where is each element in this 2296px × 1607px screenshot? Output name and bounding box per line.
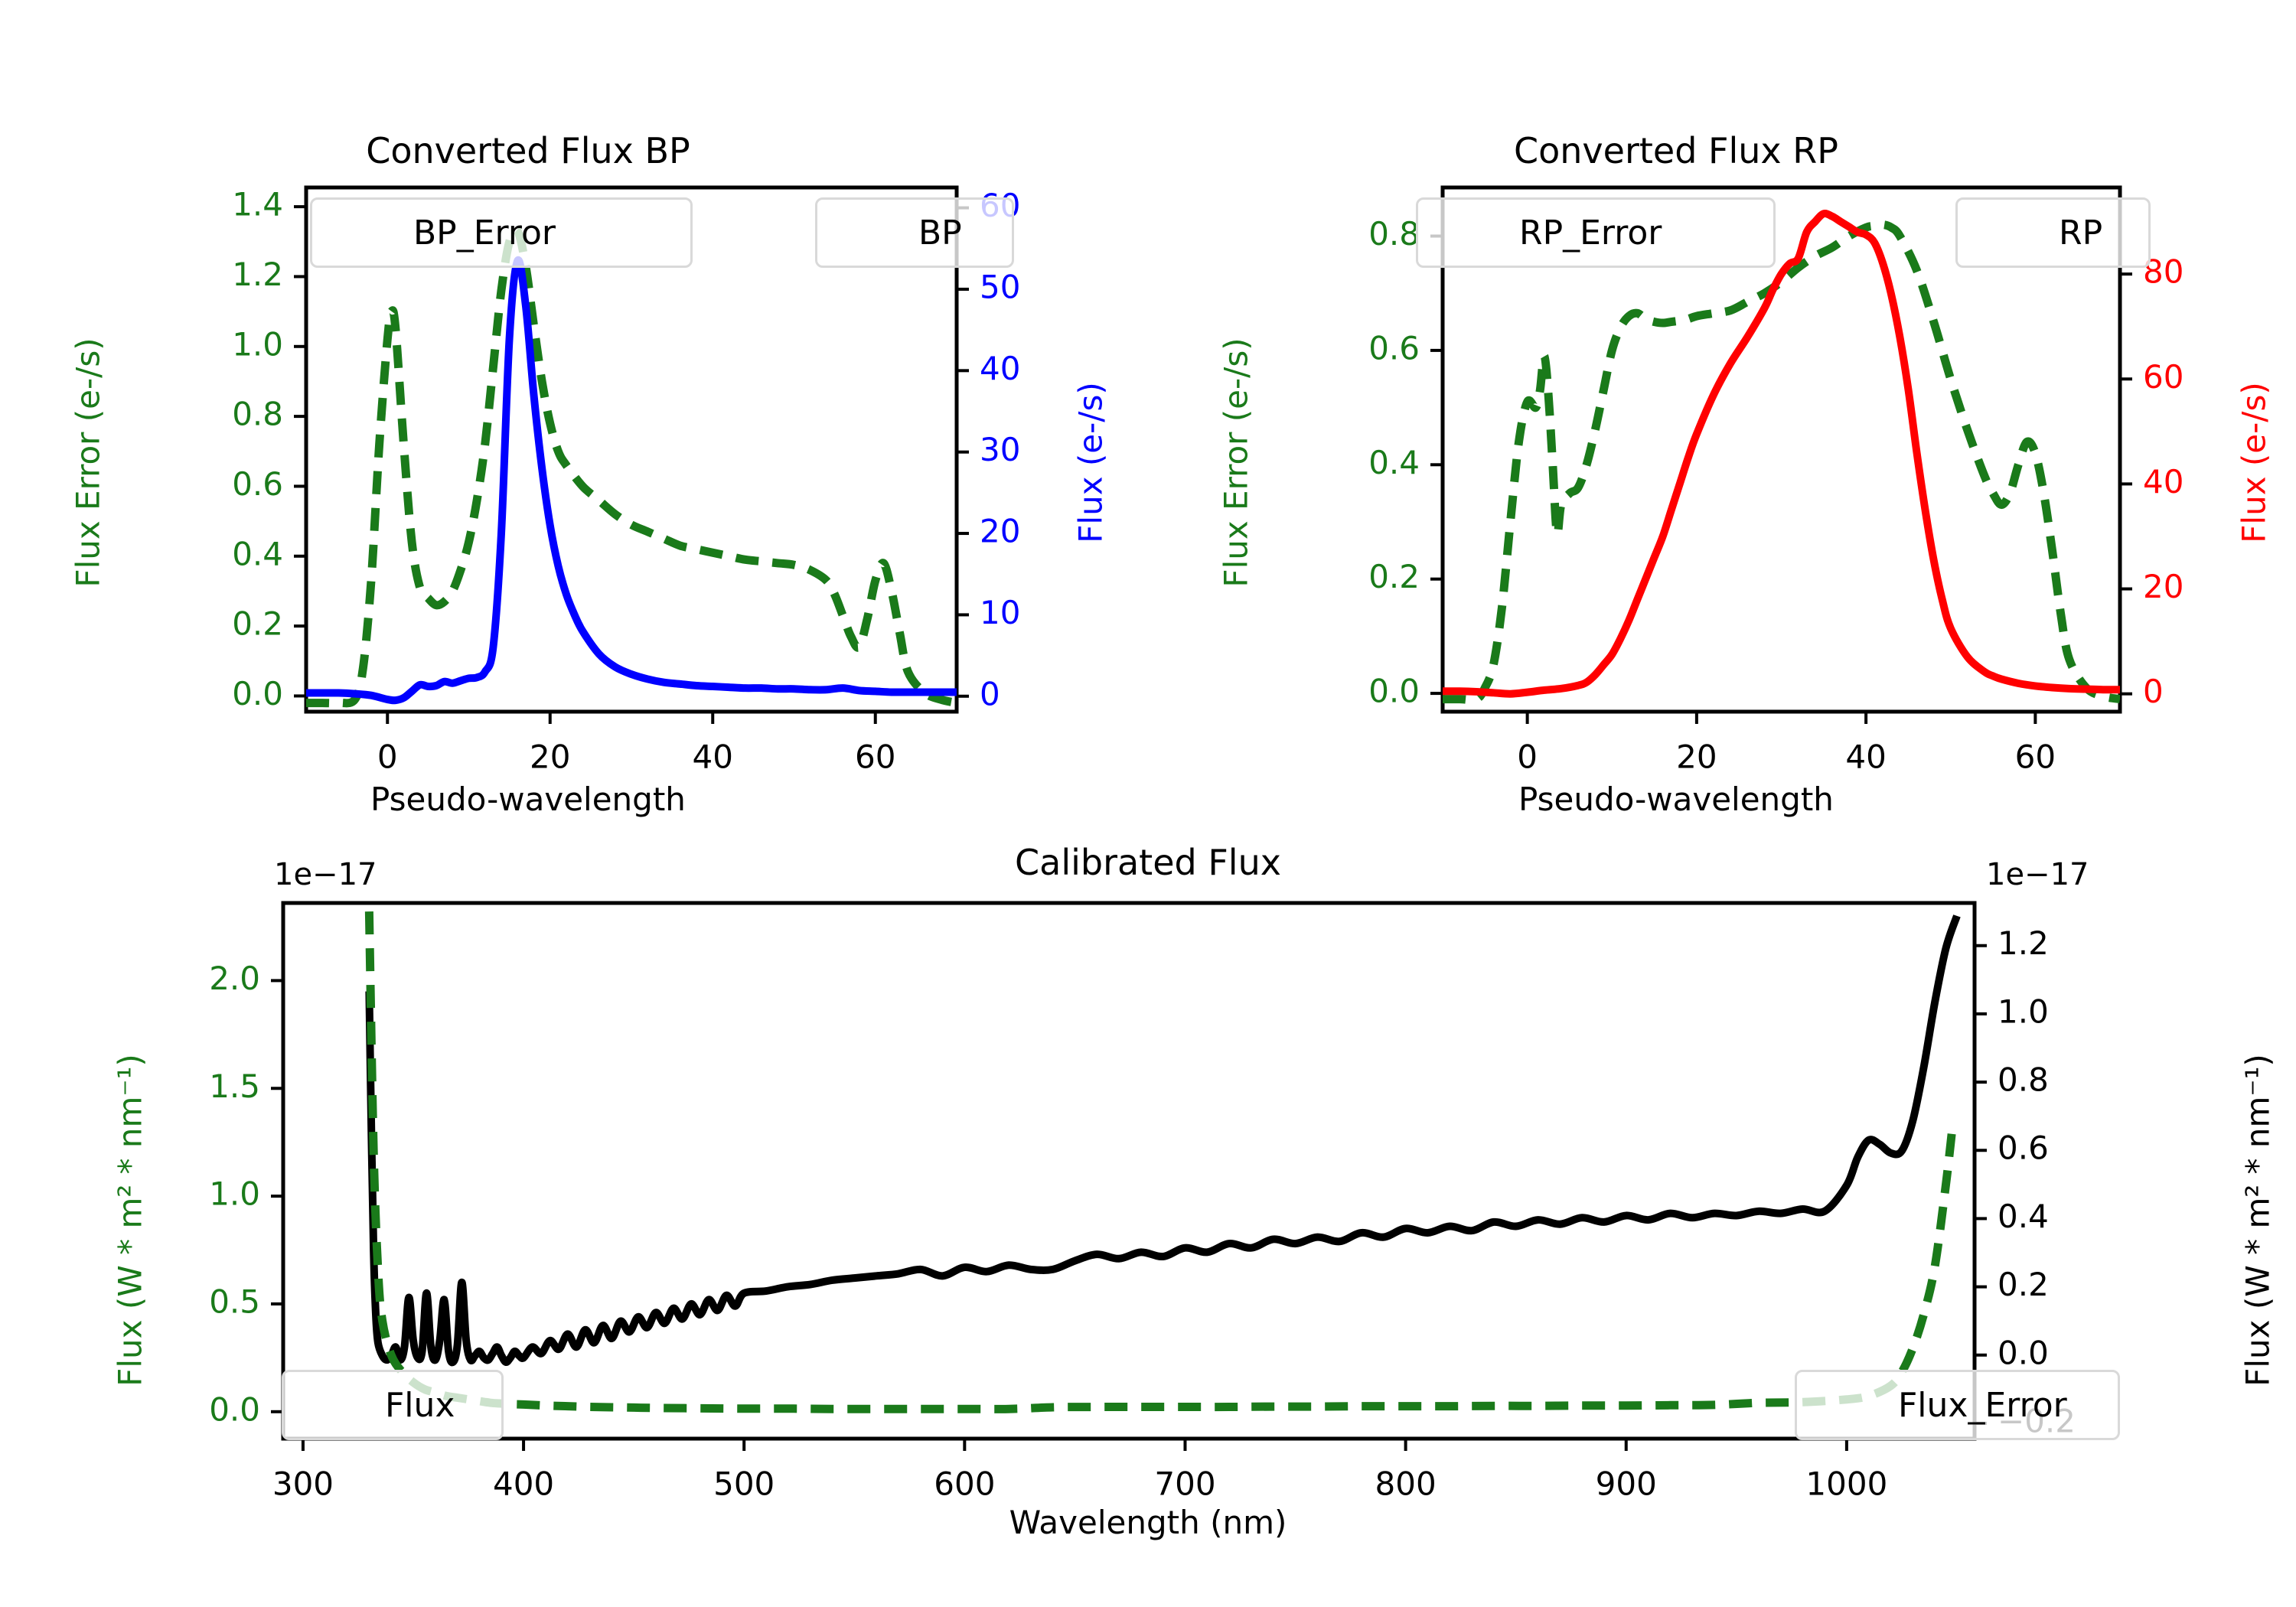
axis-tick-label: 0 <box>377 738 398 776</box>
axis-tick-label: 1000 <box>1805 1465 1887 1503</box>
axis-tick-label: 0.2 <box>232 605 283 643</box>
rp-legend-error-label: RP_Error <box>1519 213 1662 253</box>
axis-tick-label: 60 <box>2015 738 2056 776</box>
axis-tick-label: 0.4 <box>1368 444 1420 481</box>
axis-tick-label: 0.0 <box>1368 673 1420 710</box>
axis-tick-label: 60 <box>855 738 895 776</box>
calibrated-plot-area: 300 400 500 600 700 800 900 1000 0.0 0.5 1.0 1.5 2.0… <box>209 901 2076 1503</box>
rp-legend-rp[interactable]: RP <box>1955 197 2151 268</box>
bp-title: Converted Flux BP <box>366 130 690 171</box>
axis-tick-label: 1.0 <box>1998 993 2049 1030</box>
axis-tick-label: 0.6 <box>1368 329 1420 367</box>
panel-calibrated-flux: Calibrated Flux 1e−17 1e−17 Flux (W * m²… <box>0 826 2296 1607</box>
bp-legend-bp-label: BP <box>918 213 962 253</box>
bp-legend-bp[interactable]: BP <box>815 197 1014 268</box>
axis-tick-label: 0.0 <box>232 675 283 712</box>
axis-tick-label: 0.8 <box>232 396 283 433</box>
axis-tick-label: 0.2 <box>1368 558 1420 595</box>
rp-title: Converted Flux RP <box>1514 130 1838 171</box>
axis-tick-label: 60 <box>2143 358 2183 396</box>
axis-tick-label: 1.0 <box>232 325 283 363</box>
axis-tick-label: 0.0 <box>209 1390 260 1428</box>
axis-tick-label: 0 <box>1517 738 1538 776</box>
data-series-bp_error <box>306 225 957 708</box>
axis-tick-label: 0 <box>2143 673 2164 710</box>
axis-tick-label: 2.0 <box>209 960 260 997</box>
calibrated-x-axis-label: Wavelength (nm) <box>1009 1504 1287 1541</box>
data-series-rp <box>1443 210 2120 698</box>
bp-plot-area: 0 20 40 60 0.0 0.2 0.4 0.6 0.8 1.0 1.2 1.4 0 10 20 30 40… <box>232 185 1020 776</box>
axes-frame <box>1440 185 2122 714</box>
data-series-flux <box>365 914 1961 1367</box>
axis-tick-label: 40 <box>693 738 733 776</box>
axis-tick-label: 20 <box>980 513 1020 550</box>
axis-tick-label: 0.6 <box>232 465 283 503</box>
panel-converted-flux-bp: Converted Flux BP Flux Error (e-/s) Flux… <box>0 0 1148 826</box>
axis-tick-label: 40 <box>2143 463 2183 500</box>
axis-tick-label: 1.2 <box>1998 924 2049 962</box>
axis-tick-label: 40 <box>980 350 1020 387</box>
rp-x-axis-label: Pseudo-wavelength <box>1518 781 1834 818</box>
axis-tick-label: 0.4 <box>1998 1198 2049 1235</box>
axis-tick-label: 0.6 <box>1998 1129 2049 1167</box>
calibrated-legend-flux-label: Flux <box>385 1385 455 1425</box>
rp-legend-rp-label: RP <box>2059 213 2103 253</box>
axes-frame <box>281 901 1977 1441</box>
rp-legend-error[interactable]: RP_Error <box>1416 197 1776 268</box>
axis-tick-label: 300 <box>272 1465 334 1503</box>
axis-tick-label: 900 <box>1596 1465 1657 1503</box>
bp-x-axis-label: Pseudo-wavelength <box>370 781 686 818</box>
calibrated-legend-flux-error-label: Flux_Error <box>1898 1385 2067 1425</box>
data-series-bp <box>306 256 957 705</box>
axis-tick-label: 0.0 <box>1998 1334 2049 1371</box>
axis-tick-label: 40 <box>1845 738 1886 776</box>
axis-tick-label: 400 <box>493 1465 554 1503</box>
calibrated-title: Calibrated Flux <box>1015 842 1281 883</box>
calibrated-legend-flux-error[interactable]: Flux_Error <box>1795 1370 2120 1440</box>
axes-frame <box>304 185 959 714</box>
bp-legend-error-label: BP_Error <box>413 213 556 253</box>
data-series-rp_error <box>1443 220 2120 705</box>
calibrated-left-offset-text: 1e−17 <box>274 857 377 892</box>
calibrated-right-offset-text: 1e−17 <box>1986 857 2089 892</box>
axis-tick-label: 30 <box>980 431 1020 468</box>
bp-legend-error[interactable]: BP_Error <box>310 197 693 268</box>
calibrated-legend-flux[interactable]: Flux <box>282 1370 504 1440</box>
axis-tick-label: 1.5 <box>209 1068 260 1105</box>
axis-tick-label: 500 <box>713 1465 775 1503</box>
axis-tick-label: 0 <box>980 675 1000 712</box>
axis-tick-label: 20 <box>530 738 570 776</box>
axis-tick-label: 700 <box>1154 1465 1215 1503</box>
axis-tick-label: 0.8 <box>1998 1061 2049 1099</box>
axis-tick-label: 20 <box>1676 738 1717 776</box>
panel-converted-flux-rp: Converted Flux RP Flux Error (e-/s) Flux… <box>1148 0 2296 826</box>
axis-tick-label: 1.2 <box>232 256 283 293</box>
axis-tick-label: 20 <box>2143 568 2183 605</box>
axis-tick-label: 1.0 <box>209 1175 260 1213</box>
axis-tick-label: 0.2 <box>1998 1266 2049 1303</box>
axis-tick-label: 600 <box>934 1465 995 1503</box>
axis-tick-label: 0.4 <box>232 535 283 572</box>
axis-tick-label: 50 <box>980 268 1020 305</box>
axis-tick-label: 10 <box>980 594 1020 631</box>
axis-tick-label: 1.4 <box>232 186 283 223</box>
axis-tick-label: 0.8 <box>1368 215 1420 253</box>
axis-tick-label: 0.5 <box>209 1283 260 1320</box>
axis-tick-label: 800 <box>1375 1465 1437 1503</box>
